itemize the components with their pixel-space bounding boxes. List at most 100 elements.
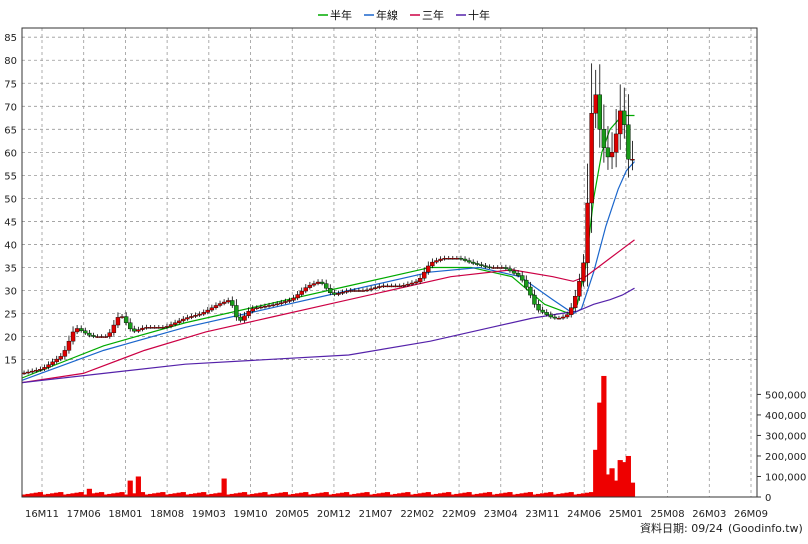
candle-body [271,305,275,306]
x-tick-label: 19M03 [192,509,226,520]
candle-body [577,281,581,296]
legend-label: 年線 [376,8,398,22]
candle-body [328,288,332,293]
price-tick-label: 40 [4,240,17,251]
candle-body [71,332,75,341]
candle-body [30,371,34,372]
candle-body [590,113,594,203]
candle-body [67,341,71,350]
candle-body [153,327,157,328]
price-tick-label: 75 [4,79,17,90]
price-tick-label: 65 [4,125,17,136]
candle-body [255,308,259,309]
candle-body [55,359,59,362]
candle-body [189,316,193,317]
candle-body [336,293,340,294]
price-tick-label: 60 [4,148,17,159]
candle-body [610,152,614,157]
candle-body [96,337,100,338]
candle-body [488,267,492,268]
candle-body [528,287,532,295]
volume-tick-label: 0 [765,493,771,504]
candle-body [316,282,320,284]
candle-body [545,312,549,314]
candle-body [614,134,618,152]
candle-body [345,291,349,292]
grid [22,28,757,497]
candle-body [524,280,528,287]
chart-frame [22,28,757,497]
candle-body [116,317,120,325]
candle-body [622,111,626,125]
x-tick-label: 26M03 [692,509,726,520]
x-tick-label: 19M10 [233,509,267,520]
x-tick-label: 20M05 [275,509,309,520]
candle-body [385,286,389,287]
candle-body [34,370,38,371]
price-tick-label: 20 [4,333,17,344]
candle-body [22,373,26,374]
candle-body [418,278,422,282]
candle-body [394,286,398,287]
candle-body [287,300,291,301]
candle-body [377,286,381,287]
candle-body [398,286,402,287]
candle-body [198,314,202,315]
candle-body [308,285,312,287]
price-tick-label: 15 [4,356,17,367]
candle-body [263,306,267,307]
legend-label: 半年 [330,8,352,22]
candle-body [561,317,565,318]
source-label: (Goodinfo.tw) [728,522,803,535]
candle-body [512,271,516,273]
candle-body [573,296,577,308]
candle-body [108,333,112,337]
volume-tick-label: 400,000 [765,411,806,422]
candle-body [145,327,149,328]
volume-tick-label: 300,000 [765,431,806,442]
candle-body [226,300,230,302]
volume-bars [21,376,635,497]
candle-body [296,295,300,298]
price-tick-label: 45 [4,217,17,228]
x-tick-label: 24M06 [567,509,601,520]
candle-body [124,317,128,323]
candle-body [618,111,622,134]
candle-body [496,267,500,268]
candle-body [475,263,479,264]
candle-body [483,266,487,267]
candle-body [279,303,283,304]
candle-body [300,291,304,294]
candle-body [304,288,308,291]
candle-body [565,315,569,317]
candle-body [426,266,430,272]
candle-body [365,290,369,291]
candle-body [369,289,373,290]
candle-body [51,362,55,365]
x-tick-label: 21M07 [359,509,393,520]
x-tick-label: 22M09 [442,509,476,520]
x-tick-label: 26M09 [734,509,768,520]
candle-body [557,318,561,319]
candle-body [157,327,161,328]
data-date-label: 資料日期: 09/24 [640,521,723,535]
candle-body [434,261,438,263]
candle-body [230,300,234,305]
candle-body [185,318,189,319]
x-tick-label: 16M11 [25,509,59,520]
candle-body [459,258,463,259]
price-tick-label: 80 [4,56,17,67]
candle-body [467,261,471,263]
candle-body [128,323,132,329]
candle-body [247,311,251,316]
candle-body [332,293,336,295]
candle-body [83,331,87,333]
candle-body [594,95,598,113]
candle-body [373,288,377,289]
candle-body [165,326,169,327]
candle-body [275,304,279,305]
candle-body [38,369,42,370]
x-tick-label: 18M01 [108,509,142,520]
candle-body [243,316,247,321]
